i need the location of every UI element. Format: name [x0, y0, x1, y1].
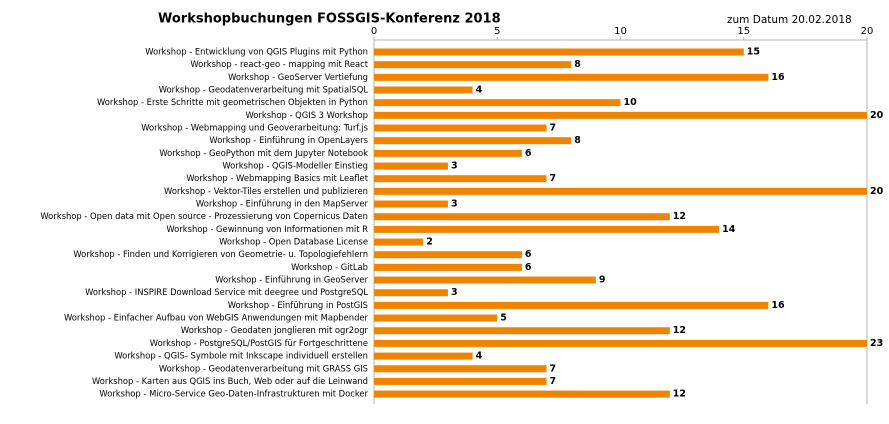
value-label: 4 — [476, 85, 483, 96]
bar — [374, 73, 769, 81]
bar — [374, 124, 547, 132]
bar — [374, 48, 744, 56]
value-label: 3 — [451, 287, 458, 298]
y-tick-label: Workshop - Einfacher Aufbau von WebGIS A… — [64, 313, 369, 323]
bar — [374, 339, 867, 347]
y-tick-label: Workshop - QGIS-Modeller Einstieg — [222, 161, 368, 171]
bar — [374, 137, 572, 145]
value-label: 4 — [476, 351, 483, 362]
x-tick-label: 15 — [737, 26, 750, 37]
bar — [374, 187, 867, 195]
x-tick-label: 10 — [614, 26, 627, 37]
y-tick-label: Workshop - Karten aus QGIS ins Buch, Web… — [92, 376, 368, 386]
bar — [374, 377, 547, 385]
y-tick-label: Workshop - react-geo - mapping mit React — [190, 59, 368, 69]
bar — [374, 175, 547, 183]
bar — [374, 86, 473, 94]
y-tick-label: Workshop - INSPIRE Download Service mit … — [85, 287, 368, 297]
value-label: 6 — [525, 262, 532, 273]
value-label: 15 — [747, 47, 760, 58]
y-tick-label: Workshop - Geodaten jonglieren mit ogr2o… — [181, 325, 369, 335]
y-tick-label: Workshop - Open data mit Open source - P… — [40, 211, 368, 221]
value-label: 3 — [451, 199, 458, 210]
value-label: 12 — [673, 211, 686, 222]
bar — [374, 200, 448, 208]
y-tick-label: Workshop - Erste Schritte mit geometrisc… — [97, 97, 368, 107]
y-tick-label: Workshop - Webmapping Basics mit Leaflet — [186, 173, 368, 183]
bar — [374, 162, 448, 170]
bar — [374, 111, 867, 119]
y-tick-label: Workshop - GitLab — [291, 262, 368, 272]
value-label: 12 — [673, 389, 686, 400]
value-label: 3 — [451, 161, 458, 172]
x-tick-label: 20 — [861, 26, 874, 37]
y-tick-label: Workshop - Open Database License — [219, 237, 368, 247]
value-label: 14 — [722, 224, 736, 235]
y-tick-label: Workshop - Finden und Korrigieren von Ge… — [73, 249, 368, 259]
y-tick-label: Workshop - GeoPython mit dem Jupyter Not… — [159, 148, 368, 158]
value-label: 8 — [574, 59, 581, 70]
y-tick-label: Workshop - Webmapping und Geoverarbeitun… — [141, 123, 368, 133]
y-tick-label: Workshop - GeoServer Vertiefung — [228, 72, 368, 82]
y-tick-label: Workshop - PostgreSQL/PostGIS für Fortge… — [150, 338, 368, 348]
value-label: 9 — [599, 275, 606, 286]
value-label: 8 — [574, 135, 581, 146]
bar — [374, 390, 670, 398]
x-tick-label: 0 — [371, 26, 377, 37]
bar — [374, 213, 670, 221]
bar — [374, 251, 522, 259]
value-label: 7 — [550, 173, 557, 184]
y-tick-label: Workshop - QGIS 3 Workshop — [245, 110, 368, 120]
value-label: 7 — [550, 363, 557, 374]
y-tick-label: Workshop - Micro-Service Geo-Daten-Infra… — [99, 389, 368, 399]
bar — [374, 149, 522, 157]
bar — [374, 263, 522, 271]
bar — [374, 314, 498, 322]
y-tick-label: Workshop - QGIS- Symbole mit Inkscape in… — [114, 351, 368, 361]
value-label: 2 — [426, 237, 433, 248]
y-tick-label: Workshop - Vektor-Tiles erstellen und pu… — [164, 186, 368, 196]
y-tick-label: Workshop - Einführung in den MapServer — [196, 199, 369, 209]
chart-subtitle: zum Datum 20.02.2018 — [727, 14, 852, 26]
bar — [374, 301, 769, 309]
bar — [374, 365, 547, 373]
bar — [374, 289, 448, 297]
y-tick-label: Workshop - Gewinnung von Informationen m… — [166, 224, 368, 234]
x-tick-label: 5 — [494, 26, 500, 37]
value-label: 12 — [673, 325, 686, 336]
value-label: 20 — [870, 110, 884, 121]
chart-title: Workshopbuchungen FOSSGIS-Konferenz 2018 — [158, 12, 501, 27]
value-label: 23 — [870, 338, 883, 349]
y-tick-label: Workshop - Einführung in GeoServer — [215, 275, 368, 285]
bar — [374, 327, 670, 335]
value-label: 5 — [500, 313, 507, 324]
bar — [374, 225, 720, 233]
value-label: 10 — [624, 97, 638, 108]
value-label: 7 — [550, 376, 557, 387]
bar — [374, 99, 621, 107]
bar — [374, 61, 572, 69]
value-label: 16 — [771, 300, 785, 311]
y-tick-label: Workshop - Geodatenverarbeitung mit Spat… — [159, 85, 369, 95]
bar — [374, 276, 596, 284]
value-label: 20 — [870, 186, 884, 197]
value-label: 6 — [525, 148, 532, 159]
bar — [374, 352, 473, 360]
y-tick-label: Workshop - Einführung in OpenLayers — [209, 135, 368, 145]
value-label: 16 — [771, 72, 785, 83]
y-tick-label: Workshop - Einführung in PostGIS — [228, 300, 368, 310]
y-tick-label: Workshop - Entwicklung von QGIS Plugins … — [145, 47, 368, 57]
value-label: 6 — [525, 249, 532, 260]
y-tick-label: Workshop - Geodatenverarbeitung mit GRAS… — [159, 363, 368, 373]
bar — [374, 238, 424, 246]
value-label: 7 — [550, 123, 557, 134]
bars — [374, 48, 867, 398]
